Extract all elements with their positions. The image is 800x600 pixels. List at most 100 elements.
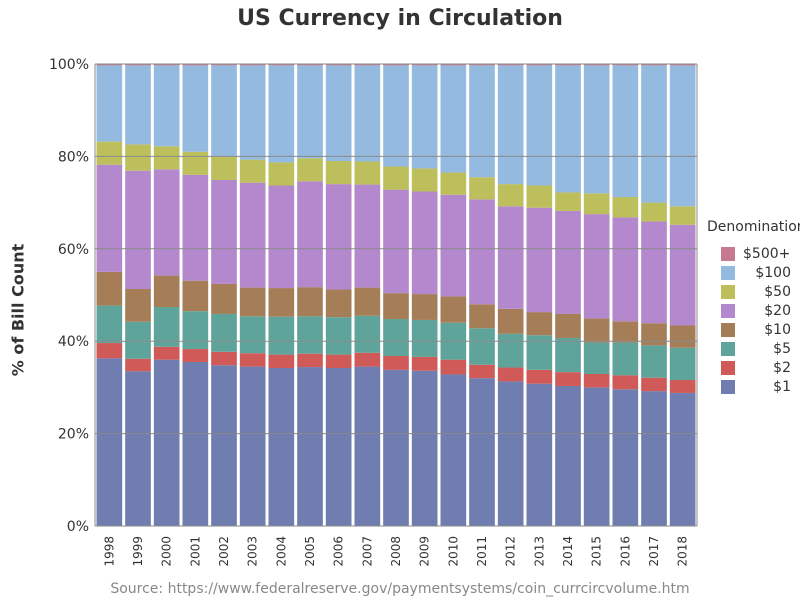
bar-segment-2011-50 xyxy=(469,177,495,200)
bar-segment-2008-100 xyxy=(383,65,409,167)
legend-label: $20 xyxy=(764,302,791,319)
bar-segment-2017-20 xyxy=(641,221,667,324)
bar-segment-2003-1 xyxy=(239,366,266,526)
legend-swatch xyxy=(721,284,735,299)
bar-segment-1999-1 xyxy=(125,371,151,526)
bar-segment-1999-10 xyxy=(125,288,151,322)
bar-segment-2000-500 xyxy=(153,64,180,66)
x-tick-label: 2009 xyxy=(418,536,432,567)
bar-segment-2012-50 xyxy=(497,184,524,207)
bar-segment-2012-5 xyxy=(497,333,524,368)
bar-segment-2001-100 xyxy=(182,65,209,152)
bar-segment-2002-20 xyxy=(211,179,237,284)
bar-segment-2007-50 xyxy=(354,161,381,185)
bar-segment-2000-2 xyxy=(153,346,180,360)
bar-segment-2018-1 xyxy=(669,392,696,526)
legend-item: $5 xyxy=(721,339,800,358)
bar-segment-2009-1 xyxy=(411,370,438,526)
y-tick-label: 60% xyxy=(58,242,89,258)
x-tick-label: 2012 xyxy=(504,536,518,567)
bar-segment-2006-1 xyxy=(325,368,352,526)
bar-segment-1998-20 xyxy=(96,164,123,272)
bar-segment-2002-10 xyxy=(211,283,237,314)
bar-segment-2014-500 xyxy=(555,64,581,66)
bar-segment-2011-500 xyxy=(469,64,495,66)
bar-segment-2005-2 xyxy=(297,353,323,368)
bar-segment-2014-10 xyxy=(555,313,581,338)
bar-segment-2001-10 xyxy=(182,280,209,312)
bar-segment-2009-100 xyxy=(411,65,438,169)
bar-segment-2006-50 xyxy=(325,161,352,185)
bar-segment-2005-5 xyxy=(297,316,323,354)
x-tick-label: 2003 xyxy=(246,536,260,567)
legend: Denomination $500+ $100 $50 $20 $10 $5 $2 $1 xyxy=(707,219,800,396)
bar-segment-2013-20 xyxy=(526,207,553,313)
bar-segment-2010-50 xyxy=(440,172,467,195)
bar-segment-2018-50 xyxy=(669,206,696,225)
bar-segment-2017-2 xyxy=(641,377,667,392)
bar-segment-2015-100 xyxy=(583,65,610,194)
bar-segment-2010-500 xyxy=(440,64,467,66)
x-tick-label: 2004 xyxy=(274,536,288,567)
bar-segment-2003-10 xyxy=(239,287,266,317)
legend-item: $10 xyxy=(721,320,800,339)
bar-segment-2002-500 xyxy=(211,64,237,66)
bar-segment-2005-100 xyxy=(297,65,323,159)
legend-swatch xyxy=(721,360,735,375)
bar-segment-2002-100 xyxy=(211,65,237,157)
bar-segment-2000-10 xyxy=(153,275,180,308)
x-tick-label: 2002 xyxy=(217,536,231,567)
bar-segment-2004-5 xyxy=(268,316,295,355)
chart-title: US Currency in Circulation xyxy=(237,6,563,31)
bar-segment-2017-5 xyxy=(641,345,667,378)
bar-segment-2011-2 xyxy=(469,364,495,379)
bar-segment-2000-5 xyxy=(153,307,180,347)
bar-segment-2011-100 xyxy=(469,65,495,178)
bar-segment-2001-500 xyxy=(182,64,209,66)
x-tick-label: 2013 xyxy=(532,536,546,567)
bar-segment-2016-20 xyxy=(612,217,639,322)
bar-segment-1999-50 xyxy=(125,144,151,171)
bar-segment-2018-500 xyxy=(669,64,696,66)
bar-segment-2004-50 xyxy=(268,162,295,186)
bar-segment-2004-500 xyxy=(268,64,295,66)
bar-segment-2012-500 xyxy=(497,64,524,66)
bar-segment-2011-10 xyxy=(469,304,495,329)
bar-segment-2014-2 xyxy=(555,372,581,387)
y-tick-label: 100% xyxy=(49,57,89,73)
bar-segment-2001-1 xyxy=(182,361,209,526)
x-tick-label: 2015 xyxy=(590,536,604,567)
bar-segment-2013-1 xyxy=(526,383,553,526)
bar-segment-2015-1 xyxy=(583,387,610,526)
legend-label: $50 xyxy=(764,283,791,300)
bar-segment-2016-500 xyxy=(612,64,639,66)
bar-segment-2005-20 xyxy=(297,181,323,288)
bar-segment-2003-50 xyxy=(239,159,266,183)
bar-segment-2017-500 xyxy=(641,64,667,66)
bar-segment-2004-10 xyxy=(268,288,295,317)
legend-item: $1 xyxy=(721,377,800,396)
bar-segment-2016-10 xyxy=(612,321,639,343)
bar-segment-2008-500 xyxy=(383,64,409,66)
bar-segment-2006-5 xyxy=(325,317,352,355)
bar-segment-2018-10 xyxy=(669,325,696,348)
y-tick-label: 40% xyxy=(58,334,89,350)
x-tick-label: 2017 xyxy=(647,536,661,567)
bar-segment-2006-10 xyxy=(325,289,352,318)
x-tick-label: 2006 xyxy=(332,536,346,567)
bar-segment-1998-500 xyxy=(96,64,123,66)
bar-segment-1998-1 xyxy=(96,358,123,526)
bar-segment-2017-50 xyxy=(641,202,667,222)
bar-segment-1998-5 xyxy=(96,305,123,344)
bar-segment-2006-100 xyxy=(325,65,352,162)
bar-segment-2004-1 xyxy=(268,368,295,526)
bar-segment-2004-20 xyxy=(268,185,295,289)
bar-segment-2003-100 xyxy=(239,65,266,160)
bar-segment-2013-5 xyxy=(526,335,553,370)
bar-segment-2007-10 xyxy=(354,287,381,316)
bar-segment-2017-1 xyxy=(641,391,667,526)
legend-item: $500+ xyxy=(721,244,800,263)
bar-segment-2000-1 xyxy=(153,359,180,526)
legend-items: $500+ $100 $50 $20 $10 $5 $2 $1 xyxy=(707,244,800,396)
